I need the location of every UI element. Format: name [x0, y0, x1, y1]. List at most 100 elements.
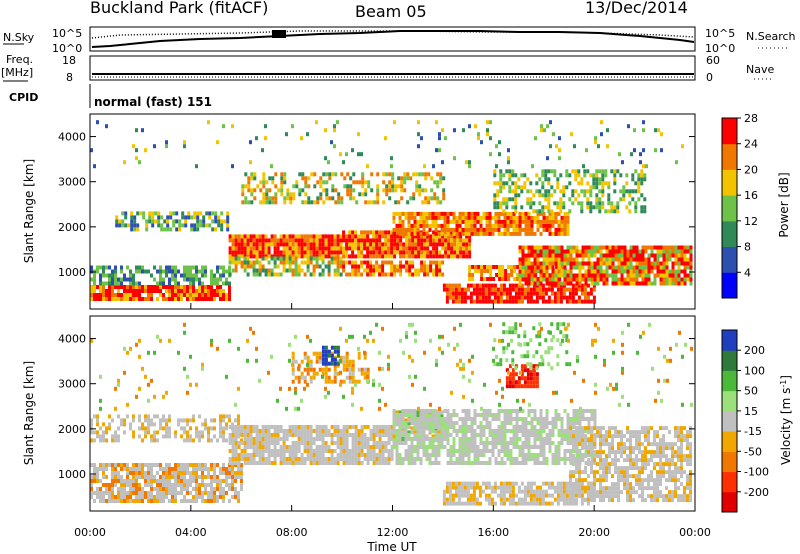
data-cell — [499, 181, 503, 186]
data-cell — [641, 277, 645, 282]
data-cell — [256, 184, 260, 189]
data-cell — [515, 433, 519, 437]
data-cell — [641, 261, 645, 266]
data-cell — [406, 172, 410, 177]
data-cell — [228, 272, 232, 277]
data-cell — [417, 120, 420, 125]
data-cell — [171, 269, 174, 274]
data-cell — [542, 425, 546, 429]
data-cell — [307, 176, 311, 181]
data-cell — [261, 268, 265, 273]
data-cell — [225, 281, 228, 286]
data-cell — [392, 429, 396, 433]
data-cell — [213, 418, 216, 423]
data-cell — [518, 453, 522, 457]
data-cell — [268, 196, 272, 201]
data-cell — [544, 177, 548, 182]
data-cell — [225, 426, 228, 431]
data-cell — [587, 277, 591, 282]
data-cell — [213, 471, 216, 475]
data-cell — [246, 260, 250, 265]
data-cell — [249, 246, 253, 251]
data-cell — [226, 227, 230, 232]
data-cell — [201, 434, 204, 439]
data-cell — [434, 421, 438, 425]
data-cell — [539, 461, 543, 465]
data-cell — [426, 238, 430, 243]
data-cell — [518, 437, 522, 441]
data-cell — [394, 184, 398, 189]
data-cell — [686, 245, 690, 250]
data-cell — [270, 453, 274, 457]
data-cell — [375, 441, 379, 445]
data-cell — [642, 148, 645, 153]
data-cell — [172, 223, 176, 228]
data-cell — [512, 211, 516, 216]
data-cell — [414, 272, 418, 277]
data-cell — [432, 254, 436, 259]
data-cell — [440, 441, 444, 445]
data-cell — [471, 277, 475, 281]
data-cell — [219, 418, 222, 423]
data-cell — [563, 215, 567, 220]
data-cell — [159, 479, 162, 483]
data-cell — [114, 471, 117, 475]
data-cell — [96, 491, 99, 495]
data-cell — [219, 426, 222, 431]
data-cell — [291, 371, 295, 376]
data-cell — [168, 269, 171, 274]
data-cell — [556, 185, 560, 190]
data-cell — [207, 120, 210, 125]
data-cell — [602, 269, 606, 274]
data-cell — [405, 250, 409, 255]
data-cell — [261, 441, 265, 445]
data-cell — [689, 245, 693, 250]
data-cell — [431, 211, 435, 216]
data-cell — [503, 227, 507, 232]
date-title: 13/Dec/2014 — [585, 0, 688, 17]
data-cell — [395, 417, 399, 421]
data-cell — [225, 483, 228, 487]
data-cell — [486, 132, 489, 137]
data-cell — [192, 277, 195, 282]
data-cell — [575, 273, 579, 278]
data-cell — [398, 437, 402, 441]
data-cell — [165, 265, 168, 270]
data-cell — [195, 499, 198, 503]
data-cell — [554, 249, 558, 254]
data-cell — [482, 417, 486, 421]
data-cell — [282, 234, 286, 239]
data-cell — [294, 234, 298, 239]
data-cell — [452, 227, 456, 232]
data-cell — [529, 205, 533, 210]
data-cell — [450, 234, 454, 239]
data-cell — [255, 250, 259, 255]
data-cell — [228, 297, 231, 301]
data-cell — [300, 234, 304, 239]
data-cell — [318, 453, 322, 457]
data-cell — [90, 430, 93, 435]
data-cell — [385, 192, 389, 197]
data-cell — [177, 479, 180, 483]
data-cell — [348, 367, 352, 372]
data-cell — [417, 238, 421, 243]
data-cell — [363, 445, 367, 449]
data-cell — [494, 429, 498, 433]
data-cell — [563, 409, 567, 413]
data-cell — [171, 483, 174, 487]
data-cell — [184, 223, 188, 228]
data-cell — [438, 260, 442, 265]
data-cell — [441, 238, 445, 243]
data-cell — [162, 293, 165, 297]
data-cell — [539, 441, 543, 445]
data-cell — [111, 269, 114, 274]
data-cell — [491, 433, 495, 437]
data-cell — [438, 268, 442, 273]
data-cell — [427, 200, 431, 205]
data-cell — [348, 453, 352, 457]
data-cell — [533, 249, 537, 254]
data-cell — [449, 219, 453, 224]
data-cell — [616, 169, 620, 174]
data-cell — [407, 453, 411, 457]
data-cell — [554, 449, 558, 453]
